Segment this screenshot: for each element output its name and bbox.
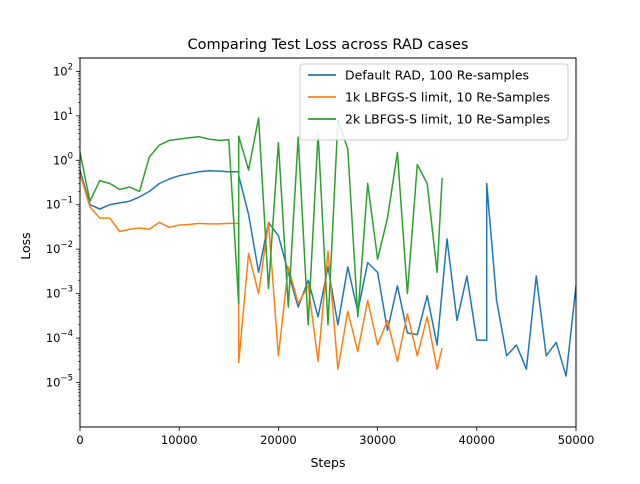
y-tick-label: 101 bbox=[53, 107, 73, 123]
legend-label-2: 1k LBFGS-S limit, 10 Re-Samples bbox=[345, 90, 550, 105]
legend-label-3: 2k LBFGS-S limit, 10 Re-Samples bbox=[345, 112, 550, 127]
series-layer bbox=[80, 117, 576, 377]
y-axis-label: Loss bbox=[18, 232, 33, 259]
series-line-2 bbox=[80, 173, 443, 370]
x-tick-label: 30000 bbox=[359, 433, 396, 447]
x-tick-label: 20000 bbox=[260, 433, 297, 447]
x-tick-label: 0 bbox=[76, 433, 83, 447]
y-tick-label: 102 bbox=[53, 62, 73, 78]
y-tick-label: 10−4 bbox=[46, 329, 73, 345]
series-line-1 bbox=[80, 169, 576, 377]
plot-frame bbox=[79, 57, 577, 428]
legend-box bbox=[299, 63, 569, 141]
y-tick-label: 10−2 bbox=[46, 240, 73, 256]
ticks-layer: 0 10000 20000 30000 40000 50000 10−5 10−4 10−3 10… bbox=[46, 57, 595, 447]
chart-title: Comparing Test Loss across RAD cases bbox=[188, 37, 469, 53]
legend-label-1: Default RAD, 100 Re-samples bbox=[345, 68, 529, 83]
y-tick-label: 10−5 bbox=[46, 374, 73, 390]
y-tick-label: 100 bbox=[53, 151, 73, 167]
x-tick-label: 40000 bbox=[459, 433, 496, 447]
x-tick-label: 50000 bbox=[558, 433, 595, 447]
y-tick-label: 10−3 bbox=[46, 285, 73, 301]
x-axis-label: Steps bbox=[311, 455, 346, 470]
legend: Default RAD, 100 Re-samples 1k LBFGS-S li… bbox=[299, 63, 569, 141]
series-line-3 bbox=[80, 117, 443, 326]
y-tick-label: 10−1 bbox=[46, 196, 73, 212]
x-tick-label: 10000 bbox=[161, 433, 198, 447]
